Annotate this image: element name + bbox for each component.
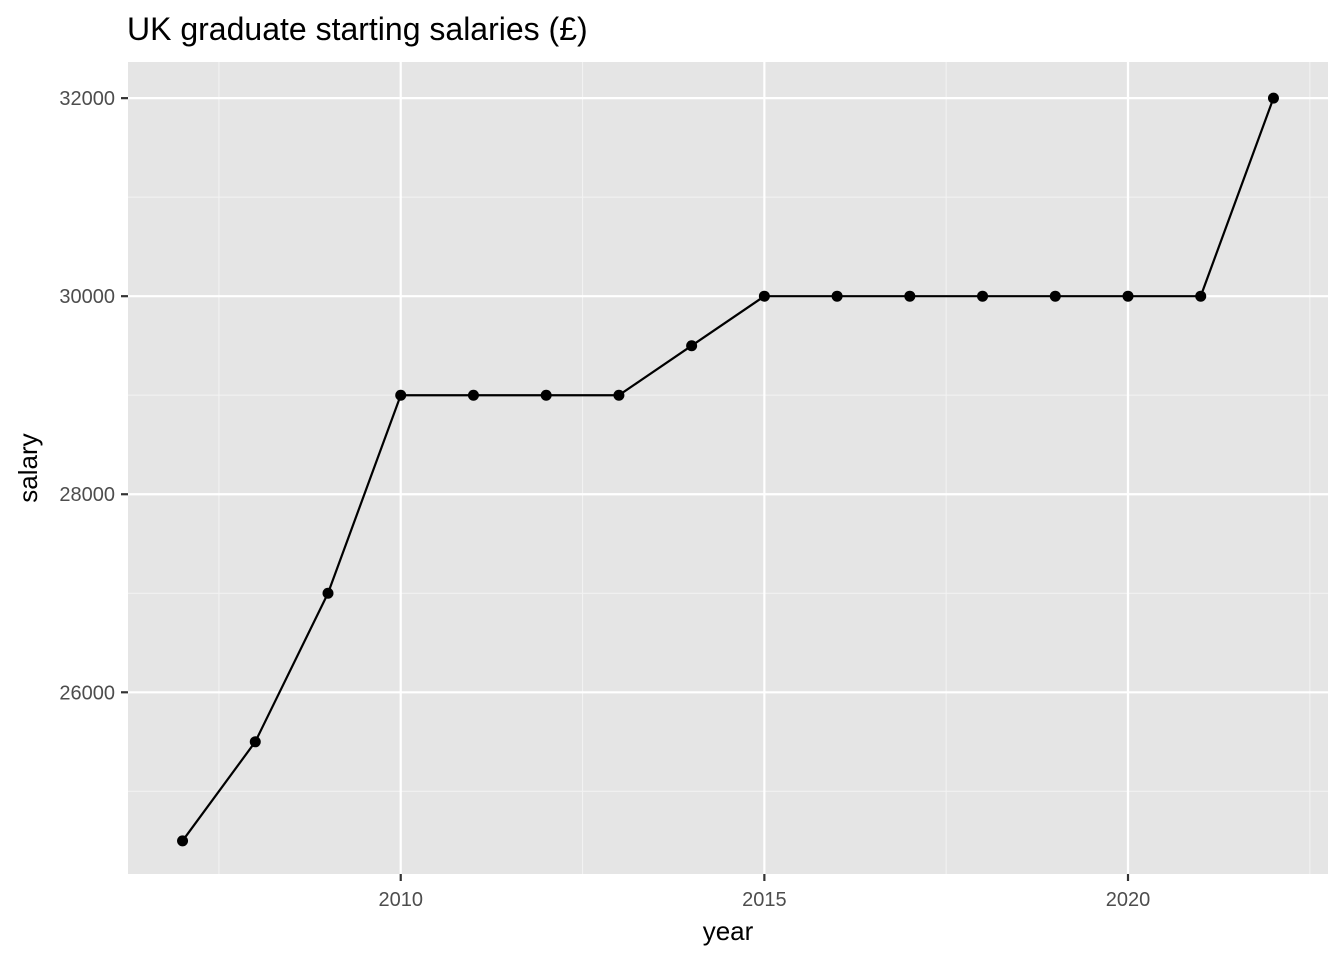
chart-title: UK graduate starting salaries (£) bbox=[127, 11, 588, 47]
data-point bbox=[322, 587, 334, 599]
data-point bbox=[686, 340, 698, 352]
y-axis-title: salary bbox=[13, 433, 43, 502]
y-tick-label: 30000 bbox=[59, 286, 115, 308]
data-point bbox=[1195, 290, 1207, 302]
data-point bbox=[831, 290, 843, 302]
data-point bbox=[1267, 92, 1279, 104]
data-point bbox=[177, 835, 189, 847]
data-point bbox=[467, 389, 479, 401]
data-point bbox=[249, 736, 261, 748]
data-point bbox=[758, 290, 770, 302]
data-point bbox=[613, 389, 625, 401]
plot-panel bbox=[128, 62, 1328, 874]
data-point bbox=[977, 290, 989, 302]
x-tick-label: 2020 bbox=[1106, 889, 1151, 911]
x-axis: 2010 2015 2020 bbox=[378, 874, 1150, 911]
data-point bbox=[395, 389, 407, 401]
series-points bbox=[177, 92, 1279, 847]
data-point bbox=[904, 290, 916, 302]
y-tick-label: 32000 bbox=[59, 88, 115, 110]
x-tick-label: 2010 bbox=[378, 889, 423, 911]
series-lines bbox=[181, 97, 1275, 842]
y-tick-label: 28000 bbox=[59, 484, 115, 506]
data-point bbox=[1122, 290, 1134, 302]
x-axis-title: year bbox=[703, 916, 754, 946]
y-axis: 26000 28000 30000 32000 bbox=[59, 88, 128, 704]
data-point bbox=[1049, 290, 1061, 302]
series-line bbox=[181, 97, 1275, 842]
x-tick-label: 2015 bbox=[742, 889, 787, 911]
data-point bbox=[540, 389, 552, 401]
y-tick-label: 26000 bbox=[59, 682, 115, 704]
